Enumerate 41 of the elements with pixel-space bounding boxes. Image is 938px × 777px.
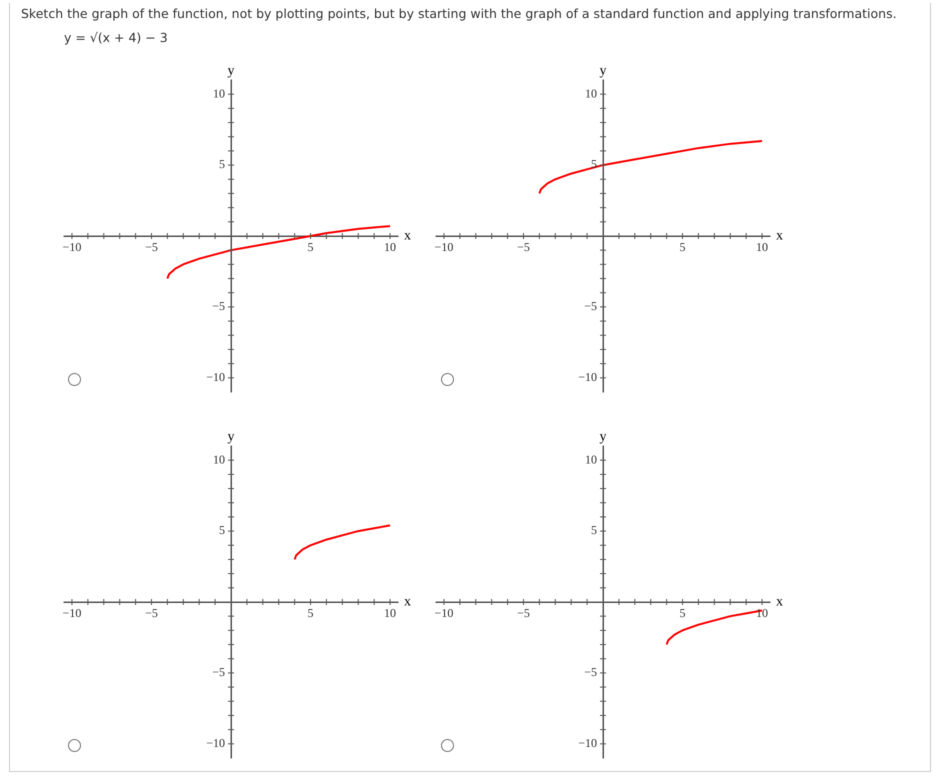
x-tick-label: 5 bbox=[308, 606, 314, 620]
y-axis-title: y bbox=[600, 430, 606, 445]
x-tick-label: 5 bbox=[680, 240, 686, 254]
y-tick-label: −10 bbox=[578, 736, 597, 750]
y-axis-title: y bbox=[228, 430, 234, 445]
y-tick-label: −5 bbox=[584, 665, 597, 680]
x-tick-label: −5 bbox=[145, 606, 158, 620]
x-tick-label: −5 bbox=[517, 606, 530, 620]
x-axis-title: x bbox=[404, 228, 411, 244]
x-axis-title: x bbox=[776, 594, 783, 610]
y-tick-label: 10 bbox=[585, 452, 597, 466]
y-tick-label: 5 bbox=[591, 523, 597, 538]
x-tick-label: 5 bbox=[680, 606, 686, 620]
x-tick-label: 10 bbox=[384, 240, 396, 254]
x-tick-label: −5 bbox=[517, 240, 530, 254]
x-tick-label: 10 bbox=[384, 606, 396, 620]
x-tick-label: −10 bbox=[434, 240, 454, 254]
y-tick-label: −10 bbox=[206, 736, 225, 750]
x-tick-label: −5 bbox=[145, 240, 158, 254]
y-tick-label: 5 bbox=[219, 157, 225, 172]
y-tick-label: −5 bbox=[212, 299, 225, 314]
x-axis-title: x bbox=[404, 594, 411, 610]
chart-subtitle: y = √(x + 4) − 3 bbox=[64, 30, 168, 45]
y-tick-label: 10 bbox=[585, 86, 597, 100]
y-tick-label: −10 bbox=[206, 370, 225, 384]
x-tick-label: −10 bbox=[62, 240, 82, 254]
y-axis-title: y bbox=[600, 64, 606, 79]
y-tick-label: −10 bbox=[578, 370, 597, 384]
text: Sketch the graph of the function, not by plotting points, but by starting with the graph of a standard function and applying transformations. bbox=[21, 6, 897, 21]
x-tick-label: 10 bbox=[756, 240, 768, 254]
x-tick-label: 5 bbox=[308, 240, 314, 254]
y-tick-label: 5 bbox=[219, 523, 225, 538]
y-tick-label: 10 bbox=[213, 86, 225, 100]
y-tick-label: −5 bbox=[584, 299, 597, 314]
x-axis-title: x bbox=[776, 228, 783, 244]
y-axis-title: y bbox=[228, 64, 234, 79]
x-tick-label: 10 bbox=[756, 606, 768, 620]
x-tick-label: −10 bbox=[62, 606, 82, 620]
y-tick-label: −5 bbox=[212, 665, 225, 680]
y-tick-label: 10 bbox=[213, 452, 225, 466]
x-tick-label: −10 bbox=[434, 606, 454, 620]
